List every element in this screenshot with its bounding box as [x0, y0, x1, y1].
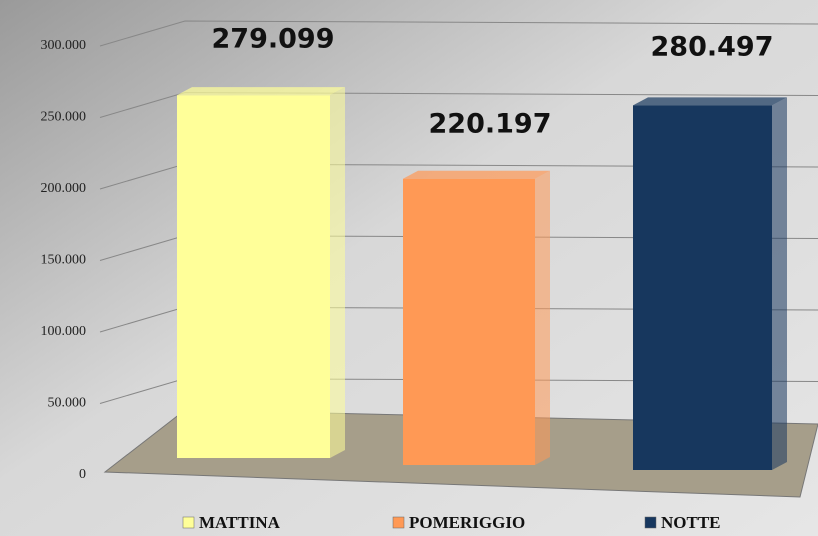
bar-side — [330, 87, 345, 459]
y-tick-label: 300.000 — [41, 38, 87, 53]
legend-swatch — [644, 516, 657, 529]
grid-line — [99, 20, 818, 47]
bar — [403, 178, 535, 465]
bar-top — [403, 170, 550, 179]
y-tick-label: 100.000 — [41, 324, 87, 339]
legend-swatch — [392, 516, 405, 529]
bar-side — [772, 97, 787, 471]
bar-top — [633, 97, 787, 106]
legend-swatch — [182, 516, 195, 529]
y-tick-label: 250.000 — [41, 110, 87, 125]
bar-side — [535, 170, 550, 465]
y-tick-label: 150.000 — [41, 253, 87, 268]
bar-top — [177, 87, 345, 96]
y-tick-label: 50.000 — [48, 396, 87, 411]
legend-label: NOTTE — [661, 513, 721, 532]
legend-label: POMERIGGIO — [409, 513, 525, 532]
data-label: 280.497 — [651, 32, 774, 63]
legend-label: MATTINA — [199, 513, 281, 532]
data-label: 279.099 — [212, 24, 335, 55]
y-tick-label: 0 — [79, 467, 86, 482]
bar — [177, 95, 330, 459]
y-tick-label: 200.000 — [41, 181, 87, 196]
data-label: 220.197 — [429, 109, 552, 140]
bar — [633, 105, 772, 471]
